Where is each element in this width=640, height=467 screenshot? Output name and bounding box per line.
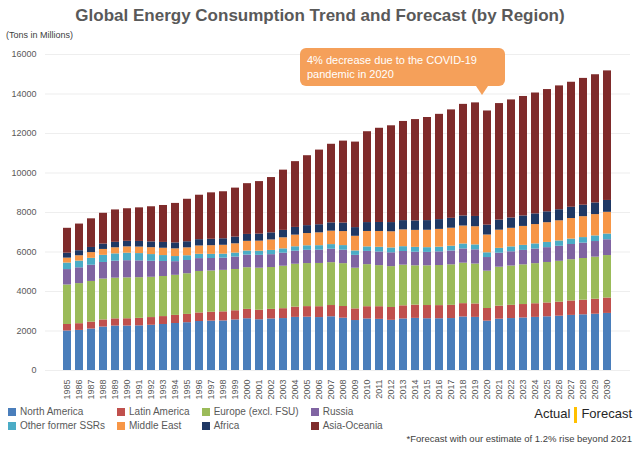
svg-text:1997: 1997 [206, 380, 216, 400]
svg-text:2004: 2004 [290, 380, 300, 400]
svg-text:2014: 2014 [410, 380, 420, 400]
svg-text:2030: 2030 [602, 380, 612, 400]
svg-text:2010: 2010 [362, 380, 372, 400]
svg-text:2001: 2001 [254, 380, 264, 400]
svg-text:1985: 1985 [62, 380, 72, 400]
svg-text:2017: 2017 [446, 380, 456, 400]
svg-text:2020: 2020 [482, 380, 492, 400]
svg-text:14000: 14000 [11, 89, 36, 99]
svg-text:1989: 1989 [110, 380, 120, 400]
svg-text:1993: 1993 [158, 380, 168, 400]
svg-text:1991: 1991 [134, 380, 144, 400]
svg-text:1996: 1996 [194, 380, 204, 400]
svg-text:1998: 1998 [218, 380, 228, 400]
svg-text:1987: 1987 [86, 380, 96, 400]
svg-text:2009: 2009 [350, 380, 360, 400]
html-text:Other former SSRs: Other former SSRs [20, 420, 105, 431]
svg-text:1999: 1999 [230, 380, 240, 400]
svg-text:1986: 1986 [74, 380, 84, 400]
svg-text:2019: 2019 [470, 380, 480, 400]
svg-text:2007: 2007 [326, 380, 336, 400]
svg-text:1995: 1995 [182, 380, 192, 400]
html-text:Forecast: Forecast [581, 406, 632, 421]
html-text:Latin America: Latin America [129, 406, 190, 417]
html-text:Global Energy Consumption Tren: Global Energy Consumption Trend and Fore… [75, 6, 565, 25]
svg-text:2018: 2018 [458, 380, 468, 400]
svg-text:1994: 1994 [170, 380, 180, 400]
svg-text:2006: 2006 [314, 380, 324, 400]
svg-text:1988: 1988 [98, 380, 108, 400]
svg-text:8000: 8000 [16, 207, 36, 217]
svg-text:2008: 2008 [338, 380, 348, 400]
html-text:(Tons in Millions): (Tons in Millions) [6, 30, 73, 40]
svg-text:2028: 2028 [578, 380, 588, 400]
html-text:*Forecast with our estimate of: *Forecast with our estimate of 1.2% rise… [406, 433, 632, 444]
html-text:North America: North America [20, 406, 84, 417]
html-text:Russia: Russia [322, 406, 354, 417]
svg-text:4000: 4000 [16, 286, 36, 296]
svg-text:2022: 2022 [506, 380, 516, 400]
svg-text:0: 0 [31, 365, 36, 375]
svg-text:2003: 2003 [278, 380, 288, 400]
svg-text:2027: 2027 [566, 380, 576, 400]
svg-text:2000: 2000 [16, 326, 36, 336]
svg-text:2000: 2000 [242, 380, 252, 400]
svg-text:2021: 2021 [494, 380, 504, 400]
svg-text:10000: 10000 [11, 168, 36, 178]
svg-text:2005: 2005 [302, 380, 312, 400]
html-text:Asia-Oceania: Asia-Oceania [322, 420, 383, 431]
svg-text:2026: 2026 [554, 380, 564, 400]
html-text:4% decrease due to the COVID-1: 4% decrease due to the COVID-19 pandemic… [307, 54, 477, 80]
html-text:Europe (excl. FSU): Europe (excl. FSU) [213, 406, 299, 417]
svg-text:2011: 2011 [374, 380, 384, 399]
html-text:Middle East: Middle East [129, 420, 182, 431]
svg-text:1992: 1992 [146, 380, 156, 400]
svg-text:2025: 2025 [542, 380, 552, 400]
svg-text:1990: 1990 [122, 380, 132, 400]
svg-text:2013: 2013 [398, 380, 408, 400]
svg-text:2029: 2029 [590, 380, 600, 400]
svg-text:2016: 2016 [434, 380, 444, 400]
svg-text:12000: 12000 [11, 128, 36, 138]
svg-text:2024: 2024 [530, 380, 540, 400]
svg-text:2012: 2012 [386, 380, 396, 400]
svg-text:2002: 2002 [266, 380, 276, 400]
svg-text:6000: 6000 [16, 247, 36, 257]
svg-text:2023: 2023 [518, 380, 528, 400]
html-text:Africa: Africa [213, 420, 240, 431]
svg-text:2015: 2015 [422, 380, 432, 400]
html-text:Actual: Actual [534, 406, 571, 421]
svg-text:16000: 16000 [11, 49, 36, 59]
